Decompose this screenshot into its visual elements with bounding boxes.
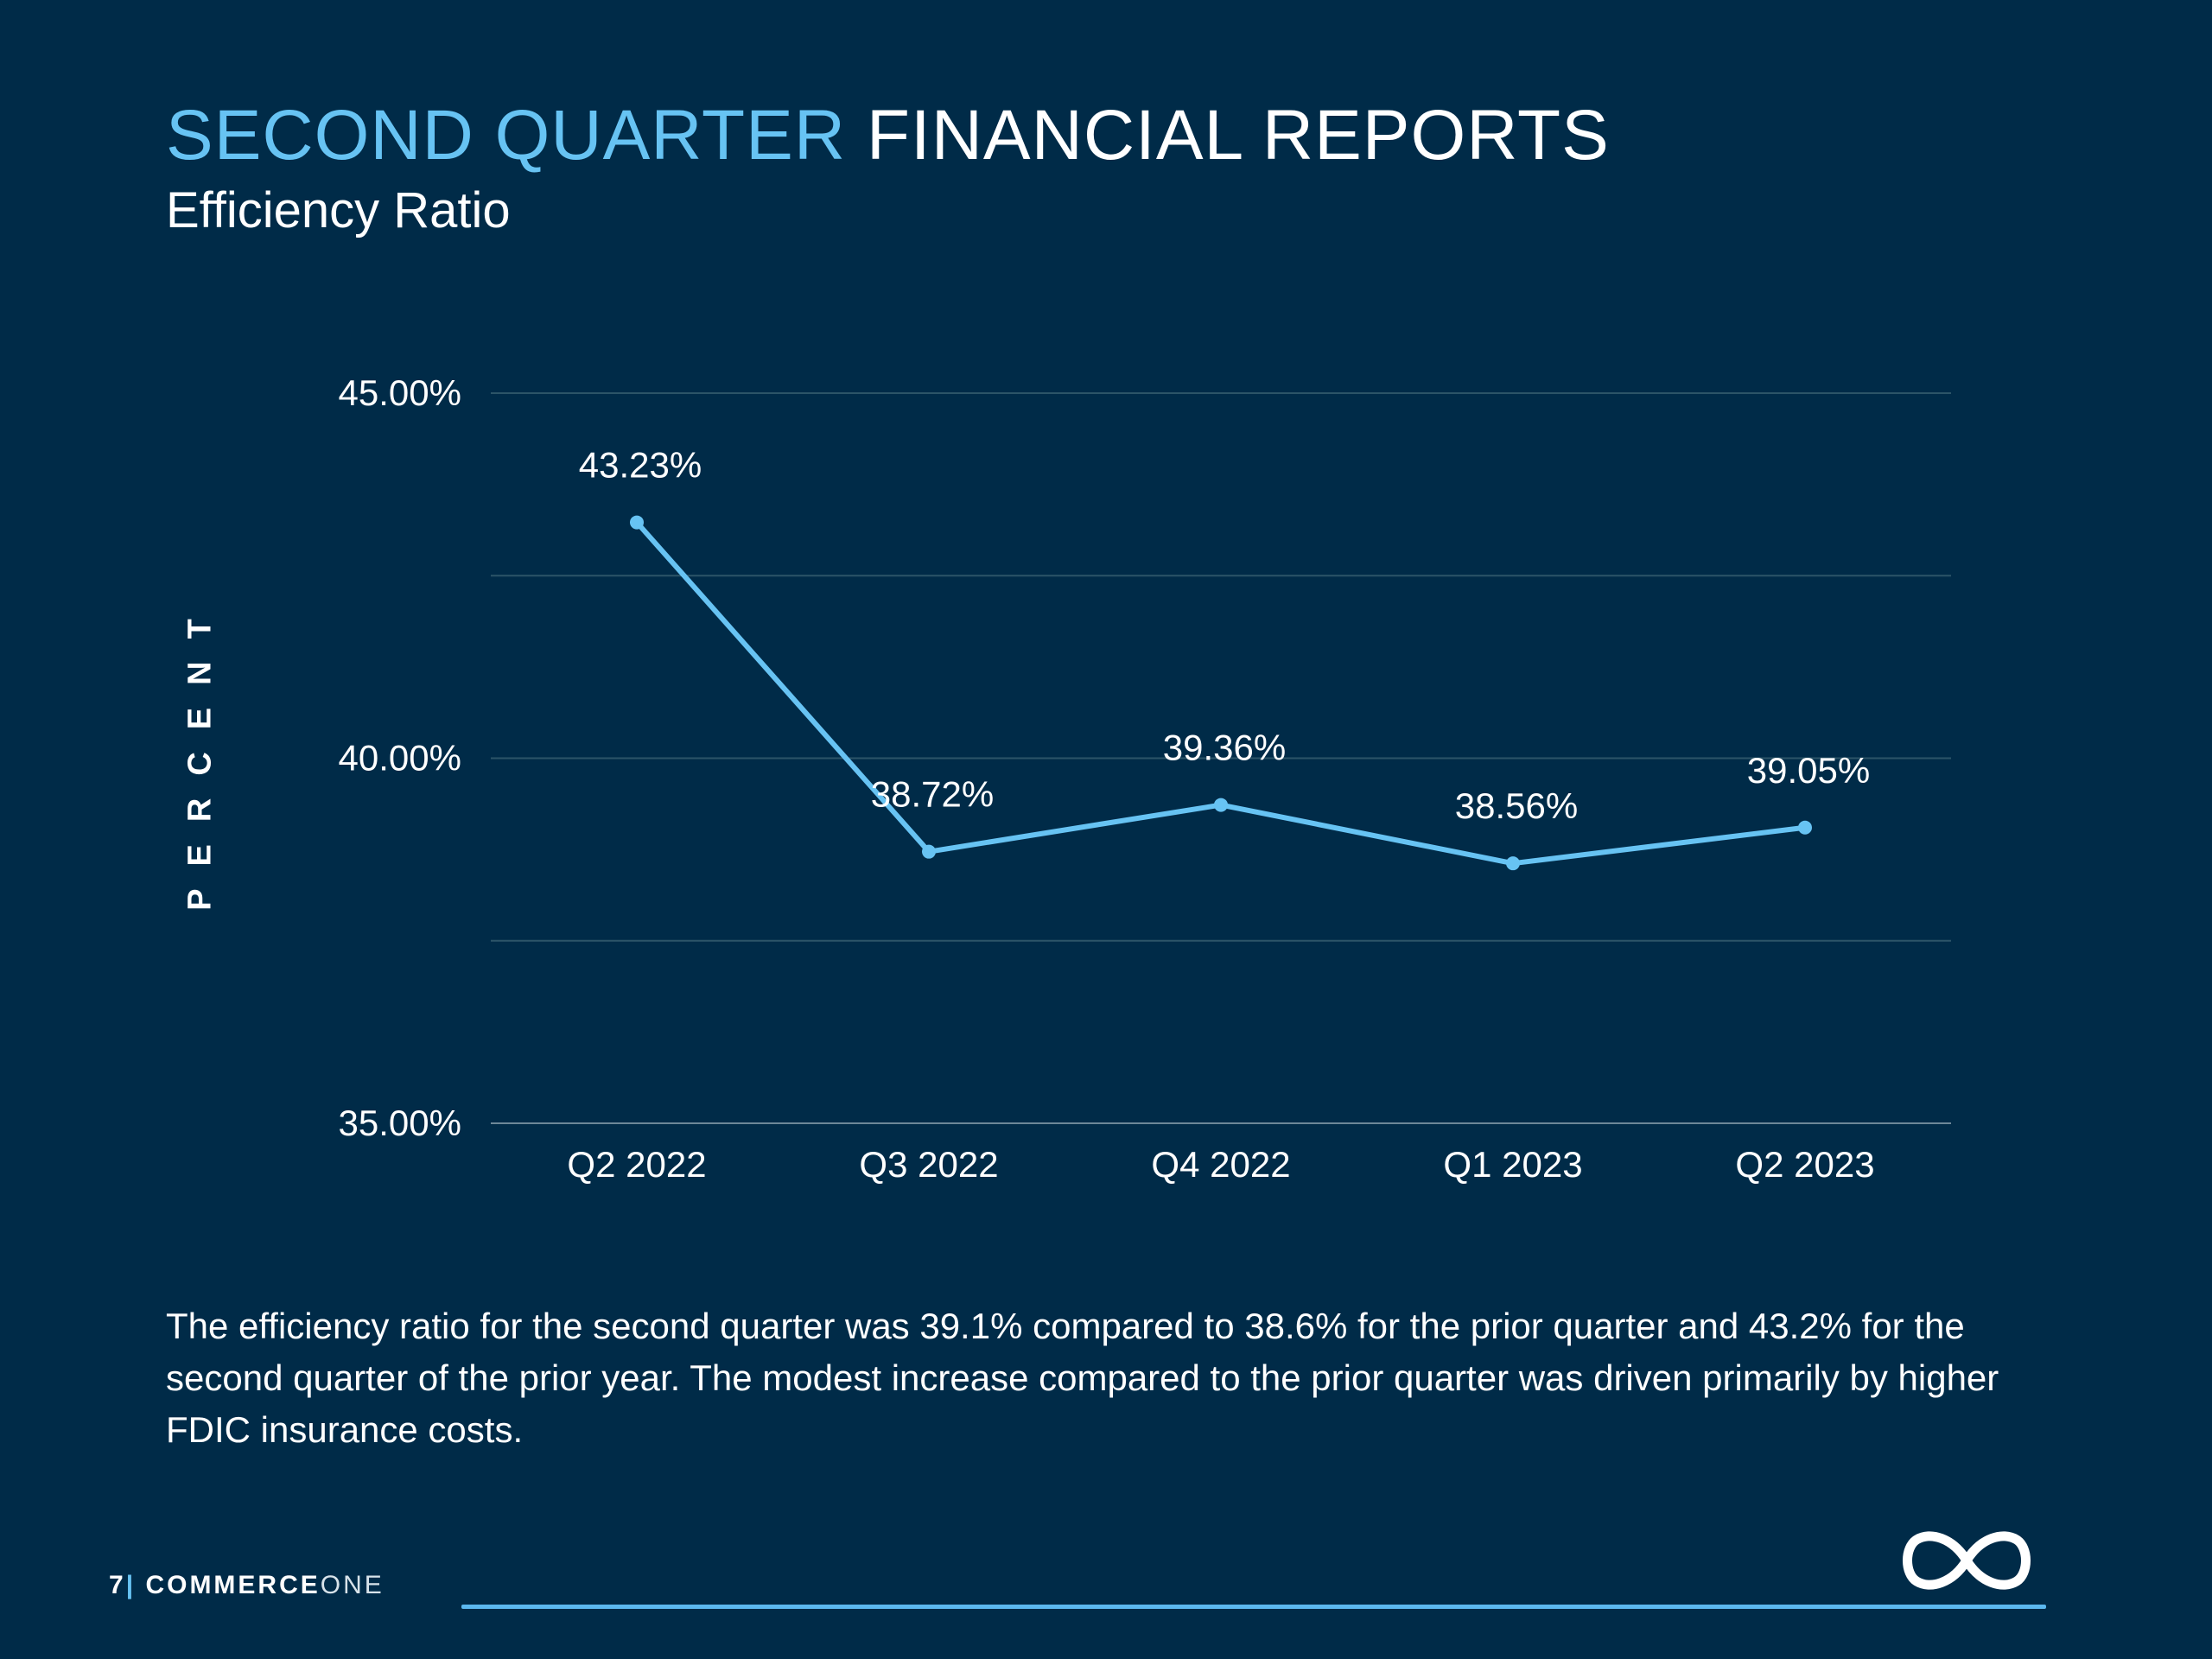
infinity-logo-icon	[1903, 1531, 2031, 1590]
y-tick-label: 45.00%	[339, 372, 461, 413]
page-subtitle: Efficiency Ratio	[166, 182, 511, 238]
x-tick-label: Q3 2022	[859, 1144, 998, 1185]
x-tick-label: Q2 2023	[1735, 1144, 1874, 1185]
data-point	[1214, 798, 1228, 812]
data-label: 43.23%	[579, 445, 702, 486]
data-label: 38.56%	[1455, 785, 1578, 826]
data-point	[922, 844, 936, 859]
efficiency-ratio-line-chart: 45.00% 40.00% 35.00% Q2 2022 Q3 2022 Q4 2022 Q…	[339, 372, 1951, 1185]
chart-commentary: The efficiency ratio for the second quar…	[166, 1306, 1999, 1450]
footer-divider	[461, 1605, 2046, 1609]
brand-name-bold: COMMERCE	[145, 1571, 321, 1599]
x-tick-label: Q1 2023	[1443, 1144, 1582, 1185]
y-axis-label: PERCENT	[181, 596, 219, 911]
x-tick-label: Q4 2022	[1151, 1144, 1290, 1185]
x-tick-label: Q2 2022	[567, 1144, 706, 1185]
footer-brand: 7| COMMERCEONE	[109, 1571, 385, 1600]
series-line	[634, 519, 1808, 867]
y-tick-label: 35.00%	[339, 1103, 461, 1143]
y-tick-label: 40.00%	[339, 738, 461, 779]
page-title-rest: FINANCIAL REPORTS	[866, 96, 1610, 175]
data-point	[630, 515, 644, 530]
data-point	[1798, 820, 1812, 835]
page-title-accent: SECOND QUARTER	[166, 96, 847, 175]
page-title: SECOND QUARTER FINANCIAL REPORTS	[166, 96, 1610, 175]
page-number: 7	[109, 1571, 126, 1599]
data-point	[1506, 856, 1520, 871]
brand-name-light: ONE	[320, 1571, 385, 1599]
data-label: 39.05%	[1747, 750, 1870, 791]
footer-separator: |	[125, 1571, 137, 1599]
data-label: 38.72%	[871, 774, 994, 815]
data-label: 39.36%	[1163, 728, 1286, 768]
